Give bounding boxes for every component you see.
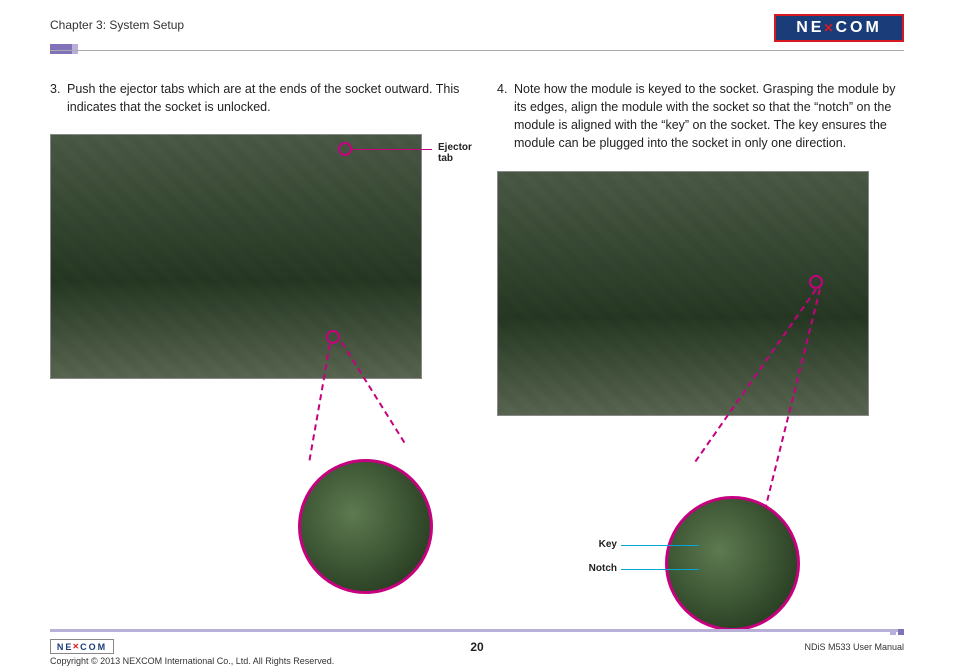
step-3-body: Push the ejector tabs which are at the e… bbox=[67, 80, 460, 116]
footer-dot-primary bbox=[898, 629, 904, 635]
ejector-tab-leader bbox=[352, 149, 432, 150]
column-right: 4. Note how the module is keyed to the s… bbox=[497, 80, 907, 631]
step-3-number: 3. bbox=[50, 80, 67, 116]
step-3-text: 3. Push the ejector tabs which are at th… bbox=[50, 80, 460, 116]
column-left: 3. Push the ejector tabs which are at th… bbox=[50, 80, 460, 594]
page-header: Chapter 3: System Setup NE ✕ COM bbox=[50, 18, 904, 48]
notch-leader-line bbox=[621, 569, 699, 570]
ejector-tab-label: Ejector tab bbox=[438, 142, 472, 164]
figure-step-4: Key Notch bbox=[497, 171, 907, 631]
footer-copyright: Copyright © 2013 NEXCOM International Co… bbox=[50, 656, 334, 666]
figure-step-3: Ejector tab bbox=[50, 134, 460, 594]
ejector-tab-label-line1: Ejector bbox=[438, 142, 472, 153]
key-notch-indicator bbox=[809, 275, 823, 289]
corner-bar-primary bbox=[50, 44, 72, 54]
magnifier-step-4 bbox=[665, 496, 800, 631]
brand-logo-part-b: COM bbox=[835, 19, 881, 37]
brand-logo-text: NE ✕ COM bbox=[796, 19, 882, 37]
notch-label: Notch bbox=[572, 563, 617, 574]
brand-logo-part-a: NE bbox=[796, 19, 824, 37]
footer-dot-light bbox=[890, 629, 896, 635]
photo-step-3 bbox=[50, 134, 422, 379]
key-leader-line bbox=[621, 545, 699, 546]
brand-logo: NE ✕ COM bbox=[774, 14, 904, 42]
step-4-text: 4. Note how the module is keyed to the s… bbox=[497, 80, 907, 153]
page-number: 20 bbox=[0, 640, 954, 654]
step-4-number: 4. bbox=[497, 80, 514, 153]
manual-page: Chapter 3: System Setup NE ✕ COM 3. Push… bbox=[0, 0, 954, 672]
footer-rule bbox=[50, 629, 904, 632]
magnifier-step-3 bbox=[298, 459, 433, 594]
page-footer-row2: Copyright © 2013 NEXCOM International Co… bbox=[50, 656, 904, 666]
footer-dots bbox=[890, 629, 904, 635]
step-4-body: Note how the module is keyed to the sock… bbox=[514, 80, 907, 153]
header-rule bbox=[50, 50, 904, 51]
corner-bar-light bbox=[72, 44, 78, 54]
ejector-tab-label-line2: tab bbox=[438, 153, 453, 164]
corner-bars bbox=[50, 44, 78, 54]
key-label: Key bbox=[572, 539, 617, 550]
